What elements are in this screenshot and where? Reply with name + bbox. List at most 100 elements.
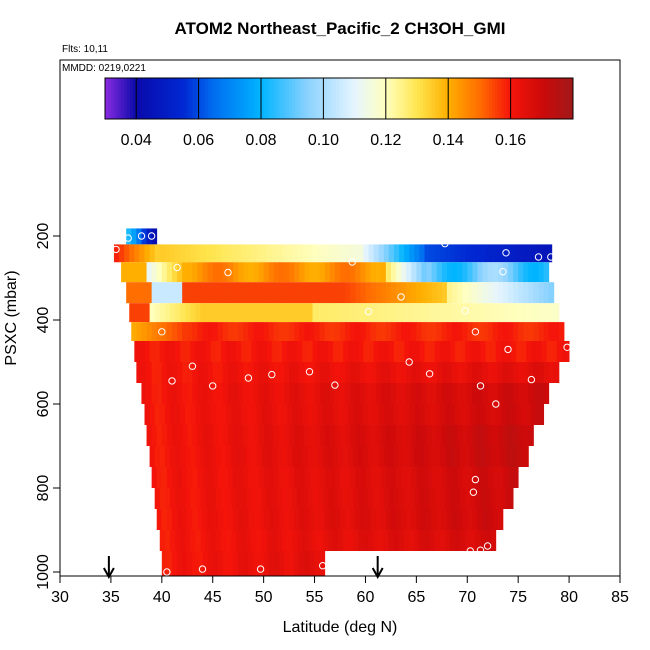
heatmap-cell (502, 383, 509, 404)
data-point (534, 253, 543, 261)
heatmap-cell (385, 282, 392, 304)
heatmap-cell (131, 322, 137, 341)
heatmap-cell (465, 244, 471, 263)
heatmap-cell (273, 362, 280, 383)
heatmap-cell (324, 509, 331, 530)
heatmap-cell (312, 404, 318, 425)
heatmap-cell (225, 446, 232, 467)
heatmap-cell (388, 341, 395, 362)
heatmap-cell (470, 446, 476, 467)
heatmap-cell (360, 362, 366, 383)
heatmap-cell (358, 446, 364, 467)
heatmap-cell (490, 341, 497, 362)
heatmap-cell (202, 509, 209, 530)
heatmap-cell (426, 425, 433, 446)
colorbar-tick-label: 0.10 (308, 132, 339, 149)
heatmap-cell (185, 488, 191, 509)
heatmap-cell (518, 425, 524, 446)
heatmap-cell (396, 262, 402, 283)
heatmap-cell (136, 282, 142, 304)
heatmap-cell (462, 425, 468, 446)
heatmap-cell (465, 530, 471, 551)
heatmap-cell (314, 322, 321, 341)
heatmap-cell (467, 467, 473, 488)
heatmap-cell (439, 530, 446, 551)
heatmap-cell (500, 303, 507, 323)
heatmap-cell (192, 509, 198, 530)
heatmap-cell (166, 262, 173, 283)
colorbar-segment (289, 78, 293, 119)
heatmap-cell (355, 362, 361, 383)
heatmap-cell (289, 467, 295, 488)
heatmap-cell (388, 488, 395, 509)
colorbar-segment (470, 78, 474, 119)
heatmap-cell (258, 551, 265, 576)
heatmap-cell (334, 322, 341, 341)
colorbar-segment (348, 78, 352, 119)
colorbar-segment (407, 78, 412, 119)
colorbar-segment (379, 78, 384, 119)
heatmap-cell (375, 262, 382, 283)
heatmap-cell (508, 362, 514, 383)
heatmap-cell (187, 322, 193, 341)
heatmap-cell (373, 530, 380, 551)
heatmap-cell (297, 488, 303, 509)
heatmap-cell (345, 467, 351, 488)
heatmap-cell (287, 530, 293, 551)
heatmap-cell (292, 341, 298, 362)
heatmap-cell (187, 282, 193, 304)
colorbar-segment (516, 78, 521, 119)
heatmap-cell (251, 303, 257, 323)
heatmap-cell (513, 383, 519, 404)
heatmap-cell (421, 425, 427, 446)
heatmap-cell (253, 425, 259, 446)
data-point (163, 568, 171, 576)
heatmap-cell (180, 488, 186, 509)
colorbar-segment (413, 78, 418, 119)
heatmap-cell (492, 509, 499, 530)
heatmap-cell (317, 446, 324, 467)
heatmap-cell (289, 551, 295, 576)
heatmap-cell (299, 425, 305, 446)
heatmap-cell (154, 488, 161, 509)
heatmap-cell (492, 383, 499, 404)
heatmap-cell (388, 446, 395, 467)
heatmap-cell (273, 262, 280, 283)
heatmap-cell (195, 530, 201, 551)
heatmap-cell (334, 425, 341, 446)
heatmap-cell (460, 244, 466, 263)
heatmap-cell (388, 303, 395, 323)
heatmap-cell (365, 262, 371, 283)
heatmap-cell (197, 425, 203, 446)
heatmap-cell (332, 303, 339, 323)
heatmap-cell (421, 262, 427, 283)
heatmap-cell (312, 303, 318, 323)
heatmap-cell (309, 322, 315, 341)
heatmap-cell (220, 303, 227, 323)
heatmap-cell (139, 244, 145, 263)
heatmap-cell (192, 362, 198, 383)
x-axis-label: Latitude (deg N) (283, 619, 398, 636)
heatmap-cell (329, 509, 336, 530)
heatmap-cell (136, 322, 142, 341)
data-point (198, 565, 207, 573)
heatmap-cell (156, 425, 163, 446)
heatmap-cell (161, 362, 168, 383)
heatmap-cell (302, 341, 308, 362)
heatmap-cell (314, 262, 321, 283)
colorbar-segment (498, 78, 502, 119)
colorbar-segment (108, 78, 112, 119)
heatmap-cell (182, 551, 188, 576)
heatmap-cell (273, 467, 280, 488)
heatmap-cell (495, 404, 502, 425)
colorbar-segment (538, 78, 543, 119)
heatmap-cell (497, 282, 504, 304)
heatmap-cell (281, 303, 288, 323)
heatmap-cell (480, 446, 486, 467)
heatmap-cell (363, 404, 369, 425)
heatmap-cell (337, 530, 344, 551)
heatmap-cell (444, 488, 451, 509)
heatmap-cell (406, 467, 412, 488)
colorbar-segment (242, 78, 246, 119)
heatmap-cell (348, 488, 354, 509)
